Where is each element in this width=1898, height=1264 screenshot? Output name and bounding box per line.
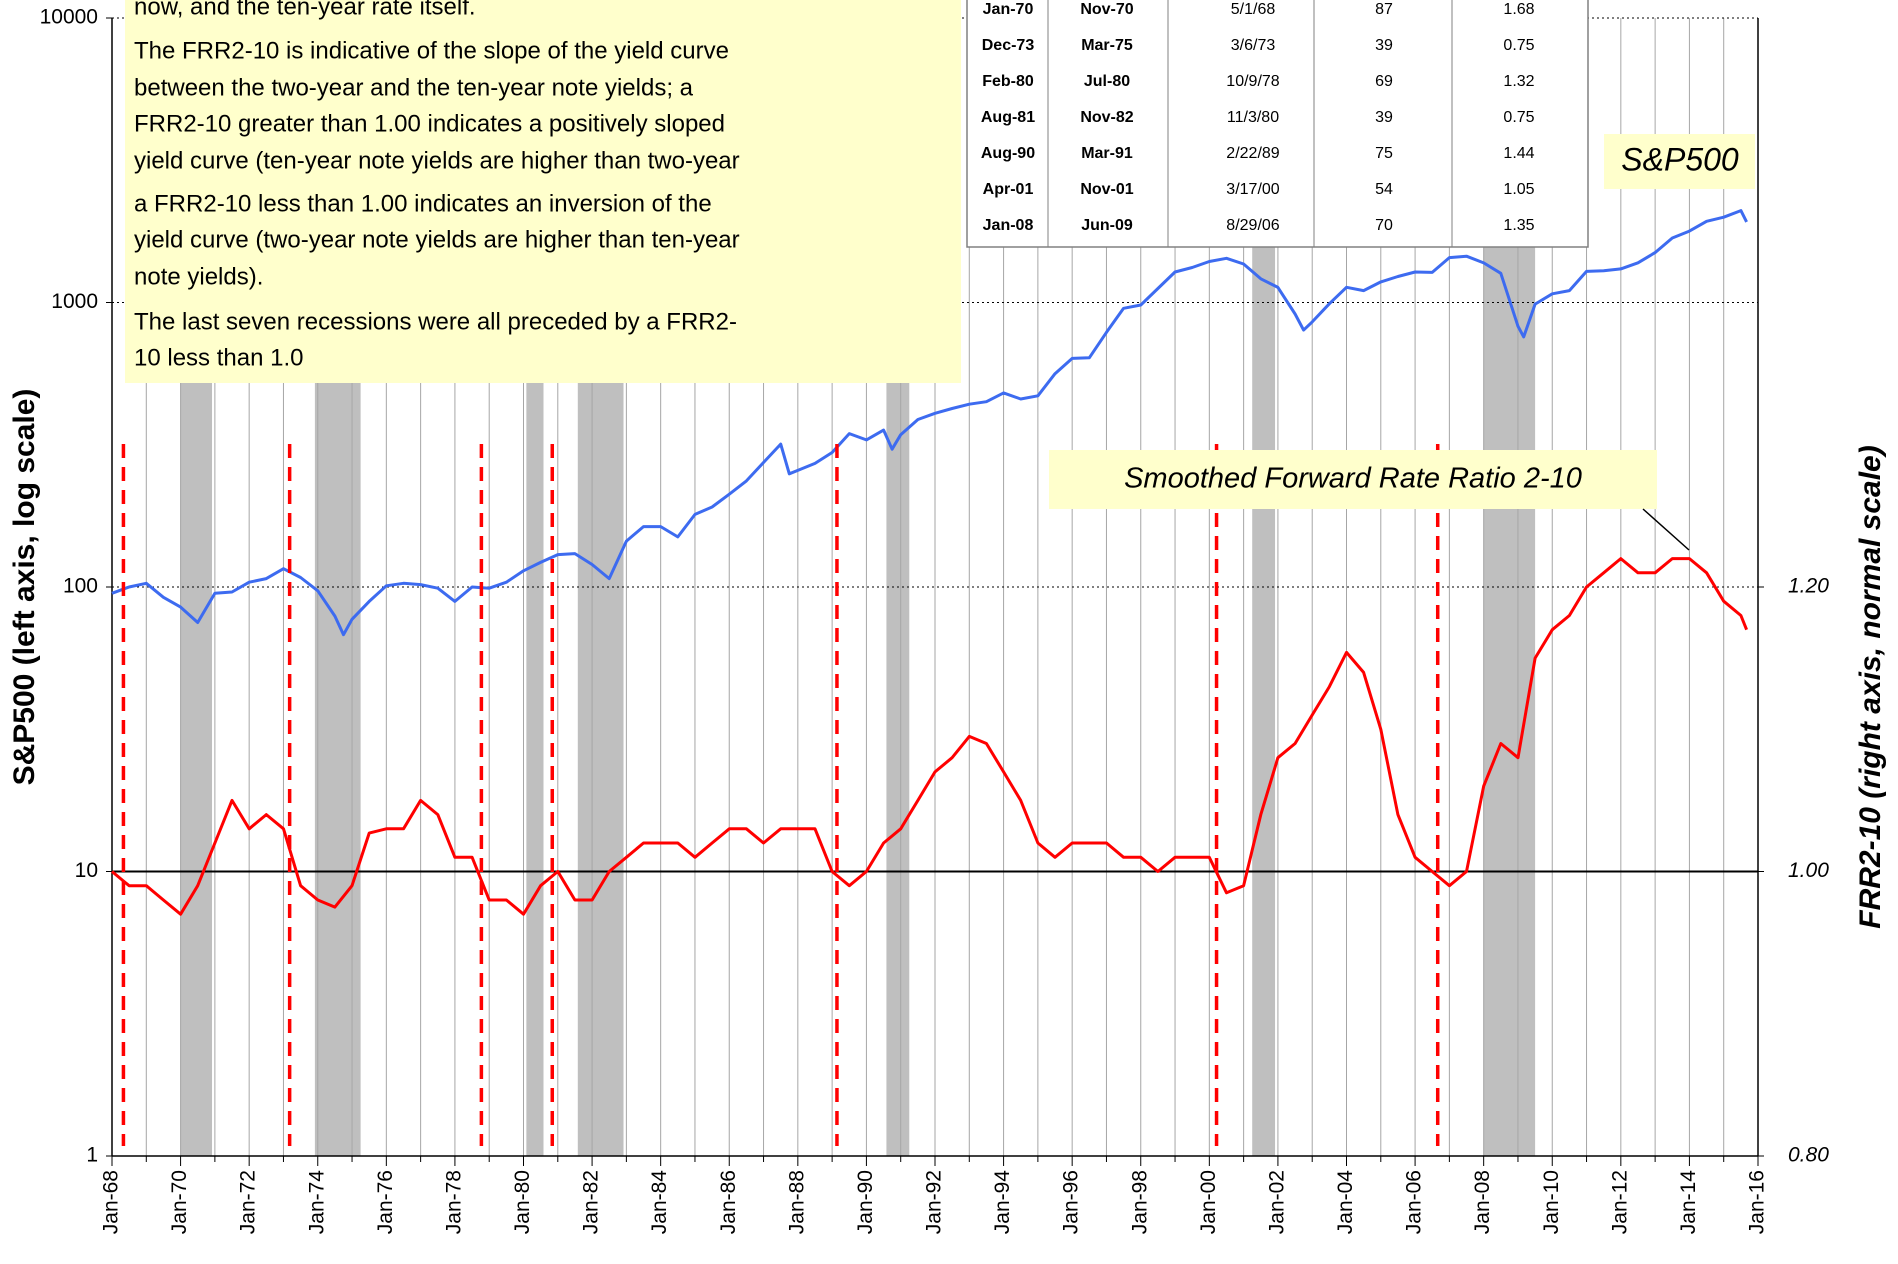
- table-cell: Feb-80: [982, 73, 1034, 90]
- note-line: yield curve (two-year note yields are hi…: [134, 226, 740, 253]
- x-tick-label: Jan-00: [1197, 1170, 1220, 1234]
- y2-tick-label: 1.20: [1788, 575, 1829, 598]
- x-tick-label: Jan-78: [442, 1170, 465, 1234]
- table-cell: Nov-01: [1080, 181, 1133, 198]
- y2-tick-label: 0.80: [1788, 1144, 1829, 1167]
- x-tick-label: Jan-96: [1060, 1170, 1083, 1234]
- x-tick-label: Jan-08: [1471, 1170, 1494, 1234]
- table-cell: 39: [1375, 109, 1393, 126]
- table-cell: 3/17/00: [1226, 181, 1279, 198]
- x-tick-label: Jan-80: [511, 1170, 534, 1234]
- table-cell: 70: [1375, 217, 1393, 234]
- x-tick-label: Jan-12: [1608, 1170, 1631, 1234]
- series-label: S&P500: [1621, 141, 1739, 177]
- x-tick-label: Jan-76: [374, 1170, 397, 1234]
- table-cell: 1.44: [1503, 145, 1534, 162]
- note-box: [125, 0, 961, 383]
- y2-axis-title: FRR2-10 (right axis, normal scale): [1854, 445, 1887, 929]
- y-tick-label: 1000: [51, 290, 98, 313]
- table-cell: Jul-80: [1084, 73, 1130, 90]
- table-cell: Nov-82: [1080, 109, 1133, 126]
- x-tick-label: Jan-86: [717, 1170, 740, 1234]
- x-tick-label: Jan-92: [923, 1170, 946, 1234]
- note-line: 10 less than 1.0: [134, 344, 303, 371]
- table-cell: 2/22/89: [1226, 145, 1279, 162]
- x-tick-label: Jan-04: [1334, 1170, 1357, 1235]
- series-label: Smoothed Forward Rate Ratio 2-10: [1124, 463, 1582, 495]
- table-cell: 87: [1375, 1, 1393, 18]
- series-label-box: [1604, 134, 1755, 189]
- note-line: The FRR2-10 is indicative of the slope o…: [134, 37, 729, 64]
- table-cell: 8/29/06: [1226, 217, 1279, 234]
- y2-tick-label: 1.00: [1788, 859, 1829, 882]
- x-tick-label: Jan-70: [168, 1170, 191, 1234]
- table-cell: 0.75: [1503, 109, 1534, 126]
- y-tick-label: 1: [86, 1144, 98, 1167]
- table-cell: Jan-08: [983, 217, 1034, 234]
- series-line: [111, 209, 1748, 637]
- table-cell: 3/6/73: [1231, 37, 1276, 54]
- table-box: [966, 0, 1589, 248]
- series-line: [111, 557, 1748, 916]
- note-line: between the two-year and the ten-year no…: [134, 74, 694, 101]
- table-cell: 1.32: [1503, 73, 1534, 90]
- x-tick-label: Jan-94: [991, 1170, 1014, 1235]
- x-tick-label: Jan-02: [1265, 1170, 1288, 1234]
- y-tick-label: 10: [75, 859, 98, 882]
- x-tick-label: Jan-16: [1746, 1170, 1769, 1234]
- x-tick-label: Jan-90: [854, 1170, 877, 1234]
- note-line: FRR2-10 greater than 1.00 indicates a po…: [134, 110, 725, 137]
- y-tick-label: 100: [63, 575, 98, 598]
- table-cell: 5/1/68: [1231, 1, 1276, 18]
- x-tick-label: Jan-98: [1128, 1170, 1151, 1234]
- table-cell: 39: [1375, 37, 1393, 54]
- x-tick-label: Jan-14: [1677, 1170, 1700, 1235]
- table-cell: 1.35: [1503, 217, 1534, 234]
- x-tick-label: Jan-74: [305, 1170, 328, 1235]
- table-cell: 54: [1375, 181, 1393, 198]
- y-tick-label: 10000: [40, 6, 98, 29]
- table-cell: 1.68: [1503, 1, 1534, 18]
- x-tick-label: Jan-10: [1540, 1170, 1563, 1234]
- table-cell: Apr-01: [983, 181, 1034, 198]
- table-cell: 1.05: [1503, 181, 1534, 198]
- table-cell: Jun-09: [1081, 217, 1133, 234]
- x-tick-label: Jan-06: [1403, 1170, 1426, 1234]
- x-tick-label: Jan-88: [785, 1170, 808, 1234]
- note-line: The last seven recessions were all prece…: [134, 308, 737, 335]
- x-tick-label: Jan-72: [237, 1170, 260, 1234]
- note-line: a FRR2-10 less than 1.00 indicates an in…: [134, 190, 712, 217]
- note-line: now, and the ten-year rate itself.: [134, 0, 476, 20]
- y-axis-title: S&P500 (left axis, log scale): [8, 389, 41, 786]
- x-tick-label: Jan-84: [648, 1170, 671, 1235]
- x-tick-label: Jan-82: [580, 1170, 603, 1234]
- note-line: note yields).: [134, 263, 263, 290]
- table-cell: 10/9/78: [1226, 73, 1279, 90]
- table-cell: 75: [1375, 145, 1393, 162]
- table-cell: 11/3/80: [1227, 109, 1279, 126]
- series-label-box: [1049, 450, 1657, 509]
- x-tick-label: Jan-68: [100, 1170, 123, 1234]
- note-line: yield curve (ten-year note yields are hi…: [134, 147, 740, 174]
- table-cell: Jan-70: [983, 1, 1034, 18]
- table-cell: 69: [1375, 73, 1393, 90]
- table-cell: Aug-90: [981, 145, 1035, 162]
- table-cell: Dec-73: [982, 37, 1035, 54]
- table-cell: Mar-75: [1081, 37, 1133, 54]
- table-cell: Nov-70: [1080, 1, 1133, 18]
- table-cell: Aug-81: [981, 109, 1035, 126]
- table-cell: 0.75: [1503, 37, 1534, 54]
- table-cell: Mar-91: [1081, 145, 1133, 162]
- leader-line: [1642, 508, 1690, 551]
